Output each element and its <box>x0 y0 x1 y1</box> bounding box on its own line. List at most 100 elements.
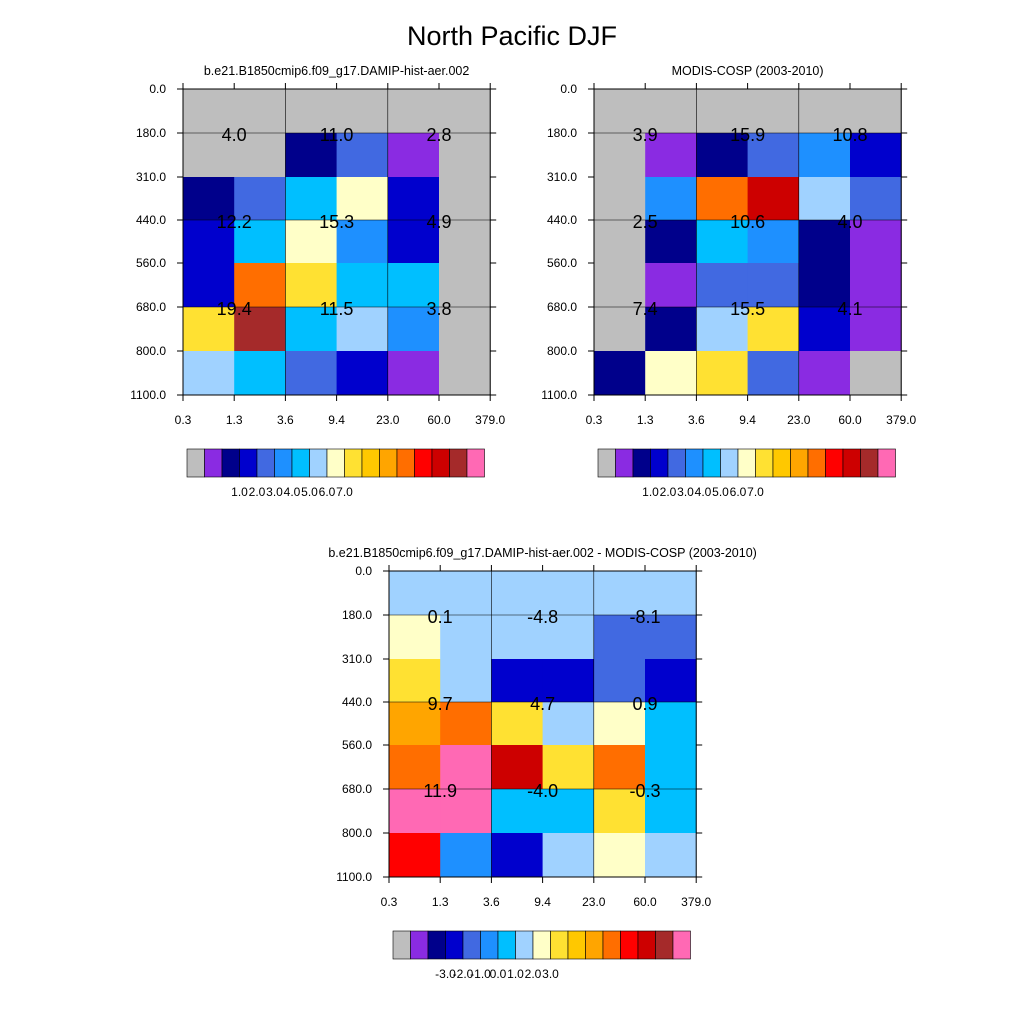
y-tick-label: 560.0 <box>342 738 372 752</box>
heatmap-cell <box>440 571 492 616</box>
heatmap-cell <box>594 89 646 134</box>
colorbar-box <box>204 448 223 478</box>
heatmap-cell <box>336 133 389 178</box>
panel-model: b.e21.B1850cmip6.f09_g17.DAMIP-hist-aer.… <box>130 64 505 499</box>
heatmap-cell <box>696 351 749 396</box>
colorbar-label: 2.0 <box>660 485 677 499</box>
y-tick-label: 180.0 <box>136 126 166 140</box>
y-tick-label: 180.0 <box>342 608 372 622</box>
heatmap-cell <box>387 177 440 221</box>
colorbar-box <box>615 448 634 478</box>
colorbar-label: 7.0 <box>747 485 764 499</box>
heatmap-cell <box>593 789 646 834</box>
heatmap-cell <box>285 133 338 178</box>
heatmap-cell <box>285 307 338 352</box>
heatmap-cell <box>440 833 492 878</box>
heatmap-cell <box>440 789 492 834</box>
heatmap-cell <box>336 177 389 221</box>
colorbar-box <box>790 448 809 478</box>
heatmap-cell <box>387 263 440 308</box>
y-tick-label: 0.0 <box>355 564 372 578</box>
y-tick-label: 560.0 <box>136 256 166 270</box>
heatmap-cell <box>593 571 646 616</box>
heatmap-cell <box>234 89 286 134</box>
colorbar-box <box>396 448 415 478</box>
x-tick-label: 3.6 <box>277 413 294 427</box>
value-label: 0.1 <box>428 607 453 627</box>
figure-title: North Pacific DJF <box>407 21 617 51</box>
heatmap-cell <box>747 220 800 264</box>
colorbar-box <box>567 930 586 960</box>
panel-difference: b.e21.B1850cmip6.f09_g17.DAMIP-hist-aer.… <box>328 546 756 981</box>
heatmap-cell <box>594 263 646 308</box>
heatmap-cell <box>439 133 491 178</box>
colorbar-box <box>650 448 669 478</box>
heatmap-cell <box>285 89 338 134</box>
colorbar-label: 1.0 <box>507 967 524 981</box>
heatmap-cell <box>645 220 697 264</box>
value-label: 3.9 <box>633 125 658 145</box>
x-tick-label: 379.0 <box>475 413 505 427</box>
heatmap-cell <box>389 833 441 878</box>
value-label: 4.0 <box>222 125 247 145</box>
colorbar-box <box>772 448 791 478</box>
colorbar-box <box>632 448 651 478</box>
colorbar-box <box>702 448 721 478</box>
colorbar-label: 2.0 <box>249 485 266 499</box>
heatmap-cell <box>645 571 697 616</box>
heatmap-cell <box>850 89 902 134</box>
colorbar-label: -2.0 <box>453 967 474 981</box>
colorbar-box <box>620 930 639 960</box>
heatmap-cell <box>183 220 235 264</box>
heatmap-cell <box>440 659 492 703</box>
colorbar-box <box>550 930 569 960</box>
colorbar-box <box>449 448 468 478</box>
colorbar-box <box>877 448 896 478</box>
colorbar-label: 3.0 <box>542 967 559 981</box>
heatmap-cell <box>542 745 595 790</box>
colorbar-box <box>239 448 258 478</box>
colorbar-box <box>585 930 604 960</box>
value-label: 10.6 <box>730 212 765 232</box>
value-label: 19.4 <box>217 299 252 319</box>
heatmap-cell <box>594 133 646 178</box>
y-tick-label: 1100.0 <box>541 388 577 402</box>
y-tick-label: 440.0 <box>547 213 577 227</box>
colorbar-label: -1.0 <box>470 967 491 981</box>
heatmap-cell <box>747 263 800 308</box>
value-label: 11.5 <box>320 299 354 319</box>
heatmap-cell <box>491 659 544 703</box>
heatmap-cell <box>747 89 800 134</box>
heatmap-cell <box>387 351 440 396</box>
value-label: 4.1 <box>837 299 862 319</box>
colorbar-box <box>685 448 704 478</box>
heatmap-cell <box>336 263 389 308</box>
y-tick-label: 680.0 <box>342 782 372 796</box>
heatmap-cell <box>234 263 286 308</box>
colorbar-box <box>326 448 345 478</box>
heatmap-cell <box>336 351 389 396</box>
colorbar-box <box>445 930 464 960</box>
panel-title: b.e21.B1850cmip6.f09_g17.DAMIP-hist-aer.… <box>204 64 469 78</box>
colorbar-label: 7.0 <box>336 485 353 499</box>
heatmap-cell <box>850 263 902 308</box>
heatmap-cell <box>491 571 544 616</box>
value-label: -0.3 <box>629 781 660 801</box>
value-label: 3.8 <box>426 299 451 319</box>
colorbar-label: -3.0 <box>435 967 456 981</box>
heatmap-cell <box>285 263 338 308</box>
value-label: 15.9 <box>730 125 765 145</box>
heatmap-cell <box>593 659 646 703</box>
x-tick-label: 3.6 <box>688 413 705 427</box>
heatmap-cell <box>594 307 646 352</box>
colorbar-box <box>466 448 485 478</box>
value-label: 4.7 <box>530 694 555 714</box>
value-label: -8.1 <box>629 607 660 627</box>
colorbar-box <box>497 930 516 960</box>
x-tick-label: 1.3 <box>432 895 449 909</box>
colorbar-box <box>842 448 861 478</box>
heatmap-cell <box>439 89 491 134</box>
colorbar-box <box>256 448 275 478</box>
x-tick-label: 60.0 <box>838 413 862 427</box>
y-tick-label: 440.0 <box>136 213 166 227</box>
